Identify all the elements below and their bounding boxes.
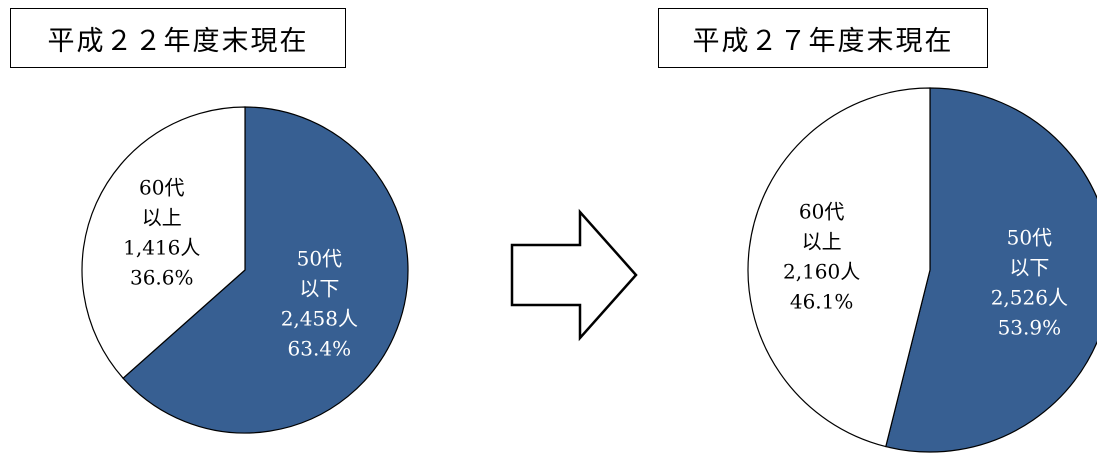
pie-slice-60s-and-over [747,87,931,448]
pie-slice-60s-and-over [81,106,246,380]
slice-label-60s-and-over: 36.6% [130,266,194,290]
slice-label-under-50s: 2,526人 [991,285,1068,309]
slice-label-under-50s: 50代 [1007,225,1052,249]
slice-label-under-50s: 以下 [299,276,339,300]
slice-label-under-50s: 63.4% [288,336,352,360]
pie-slice-under-50s [122,106,409,434]
slice-label-60s-and-over: 2,160人 [783,260,860,284]
slice-label-under-50s: 以下 [1009,255,1049,279]
chart-title-left: 平成２２年度末現在 [10,8,346,68]
slice-label-under-50s: 53.9% [998,315,1062,339]
slice-label-60s-and-over: 以上 [802,230,842,254]
slice-label-60s-and-over: 1,416人 [123,236,200,260]
right-arrow-icon [510,208,638,342]
slice-label-60s-and-over: 60代 [799,200,844,224]
slice-label-60s-and-over: 60代 [139,176,184,200]
slice-label-under-50s: 50代 [297,246,342,270]
pie-slice-under-50s [885,87,1097,453]
chart-title-right: 平成２７年度末現在 [658,8,988,68]
slice-label-under-50s: 2,458人 [281,306,358,330]
slice-label-60s-and-over: 以上 [142,206,182,230]
slice-label-60s-and-over: 46.1% [790,290,854,314]
